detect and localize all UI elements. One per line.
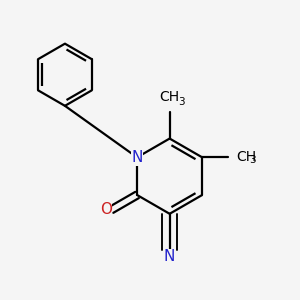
Text: O: O <box>100 202 112 217</box>
Text: CH: CH <box>237 150 257 164</box>
Text: 3: 3 <box>250 155 256 165</box>
Text: N: N <box>164 250 175 265</box>
Text: N: N <box>131 150 143 165</box>
Text: 3: 3 <box>178 97 184 107</box>
Text: CH: CH <box>160 90 180 104</box>
